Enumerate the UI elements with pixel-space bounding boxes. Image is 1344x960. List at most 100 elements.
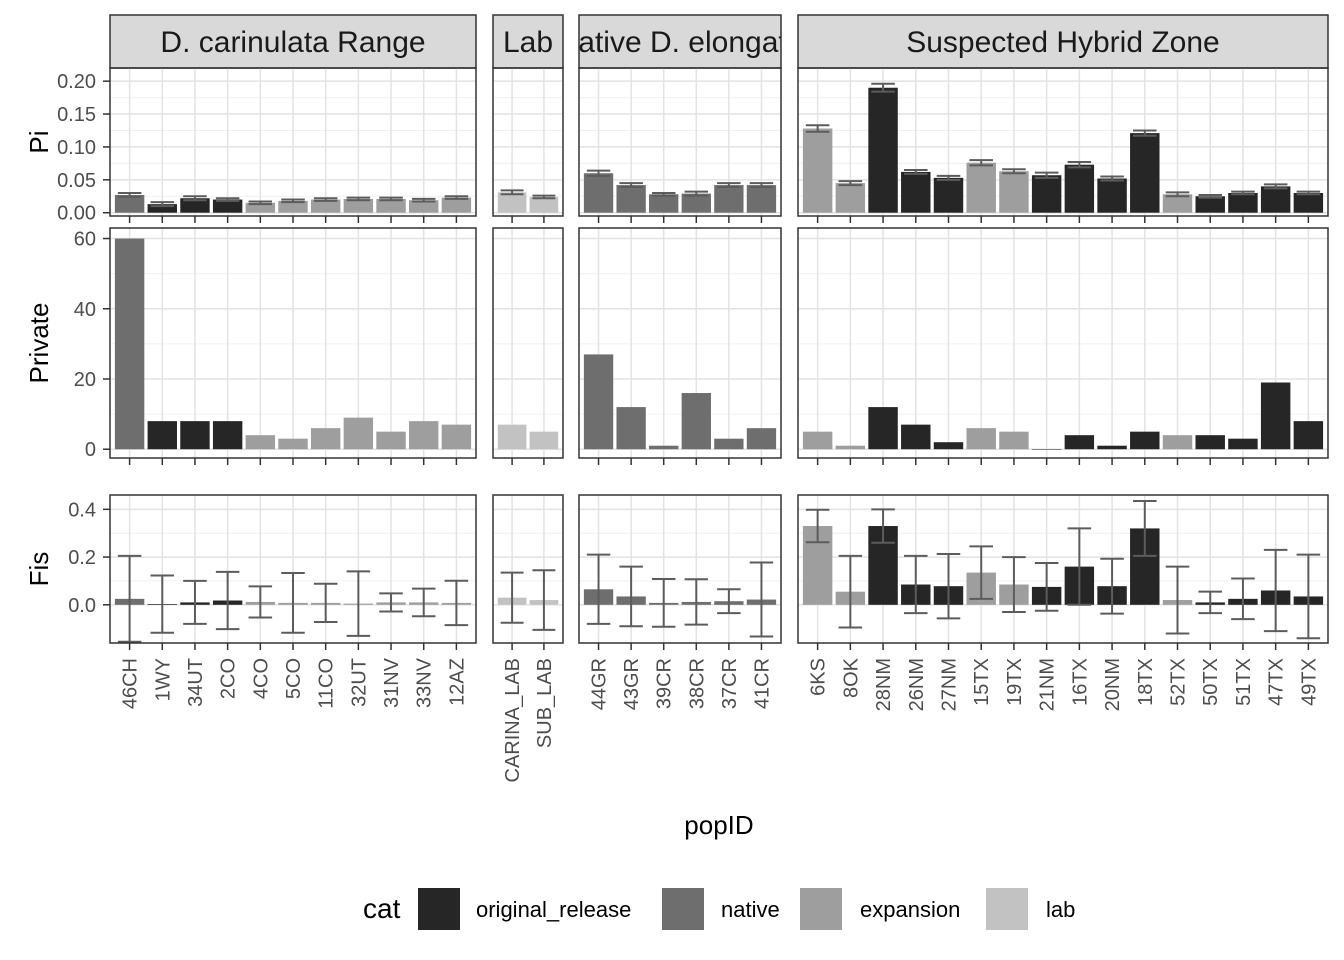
y-tick-label: 0.4 (68, 499, 96, 521)
x-tick-label: 15TX (971, 658, 993, 706)
legend-label: lab (1046, 897, 1075, 922)
legend-item: expansion (800, 888, 960, 930)
legend-item: native (662, 888, 780, 930)
error-bar (500, 571, 524, 624)
facet-strip: D. carinulata Range (109, 14, 477, 69)
y-axis-title: Fis (24, 552, 54, 587)
bar (1064, 164, 1095, 213)
error-bar (805, 508, 830, 544)
legend-item: original_release (418, 888, 631, 930)
bar (649, 194, 679, 213)
error-bar (532, 194, 556, 200)
strip-label: Lab (503, 26, 553, 59)
error-bar (969, 545, 993, 600)
panel (578, 227, 782, 465)
facet-strip: Native D. elongata (578, 14, 782, 69)
bar (1064, 435, 1095, 450)
error-bar (904, 168, 928, 175)
error-bar (1100, 175, 1124, 182)
error-bar (936, 174, 961, 181)
error-bar (1034, 171, 1059, 179)
x-tick-label: 47TX (1266, 658, 1288, 706)
bar (583, 173, 614, 213)
bar (212, 199, 243, 213)
panel (109, 67, 477, 223)
error-bar (248, 585, 273, 619)
bar (1228, 192, 1258, 213)
x-tick-label: 27NM (938, 658, 960, 711)
error-bar (117, 554, 142, 643)
x-tick-label: 37CR (719, 658, 741, 709)
strip-background (797, 14, 1329, 69)
error-bar (281, 572, 305, 634)
bar (1031, 175, 1062, 213)
error-bar (619, 182, 643, 189)
bar (681, 193, 711, 213)
bar (1162, 194, 1193, 213)
bar (835, 445, 866, 450)
error-bar (586, 553, 611, 625)
error-bar (346, 196, 371, 202)
error-bar (904, 554, 928, 615)
error-bar (1100, 557, 1124, 615)
bar (933, 442, 964, 450)
error-bar (651, 191, 676, 197)
error-bar (1296, 190, 1321, 196)
x-tick-label: 33NV (414, 657, 436, 708)
legend-label: native (721, 897, 780, 922)
panel-border (797, 494, 1329, 644)
panel (797, 67, 1329, 223)
panel-border (578, 67, 782, 217)
bar (245, 202, 276, 213)
error-bar (150, 574, 175, 634)
error-bar (717, 588, 741, 615)
error-bar (1231, 190, 1255, 196)
y-tick-label: 0.2 (68, 547, 96, 569)
error-bar (411, 587, 436, 618)
x-tick-label: 20NM (1102, 658, 1124, 711)
bar (441, 197, 472, 213)
x-tick-label: 32UT (348, 658, 370, 707)
bar (583, 354, 614, 450)
panel-border (578, 494, 782, 644)
x-tick-label: 52TX (1168, 658, 1190, 706)
bar (278, 200, 308, 213)
error-bar (684, 578, 709, 626)
error-bar (1133, 499, 1157, 557)
panel (492, 227, 564, 465)
error-bar (619, 565, 643, 628)
error-bar (1165, 565, 1190, 635)
error-bar (379, 592, 403, 613)
bar (1097, 445, 1127, 450)
legend-key (418, 888, 460, 930)
bar (1228, 438, 1258, 450)
bar (714, 438, 744, 450)
legend: cat original_release native expansion lab (363, 888, 1075, 930)
x-tick-label: 49TX (1298, 658, 1320, 706)
error-bar (1002, 556, 1026, 613)
error-bar (749, 182, 774, 189)
error-bar (749, 561, 774, 638)
error-bar (215, 570, 240, 631)
legend-key (662, 888, 704, 930)
bar (714, 185, 744, 213)
bar (409, 200, 439, 213)
x-tick-label: 18TX (1135, 658, 1157, 706)
bar (497, 424, 527, 450)
error-bar (183, 195, 207, 202)
x-tick-label: 16TX (1069, 658, 1091, 706)
bar (114, 238, 145, 450)
x-tick-label: 19TX (1004, 658, 1026, 706)
bar (1260, 382, 1291, 450)
bar (278, 438, 308, 450)
bar (1097, 178, 1127, 213)
bar (746, 428, 777, 450)
bar (376, 431, 406, 450)
panel-border (797, 227, 1329, 459)
error-bar (281, 198, 305, 204)
bar (310, 199, 341, 213)
y-tick-label: 0.05 (57, 170, 96, 192)
error-bar (717, 182, 741, 189)
panel-border (492, 494, 564, 644)
